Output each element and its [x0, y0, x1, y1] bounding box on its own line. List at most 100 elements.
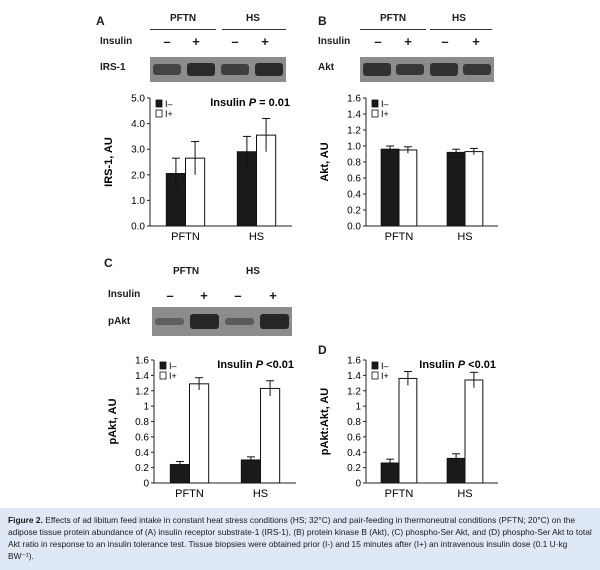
- insulin-sign-a-1: –: [163, 34, 171, 49]
- group-label-hs-b: HS: [452, 13, 466, 24]
- panel-letter-d: D: [318, 343, 327, 357]
- insulin-sign-c-4: +: [269, 288, 277, 303]
- bar: [464, 379, 484, 484]
- western-blot-irs1: [150, 57, 286, 82]
- y-tick-label: 4.0: [131, 119, 145, 130]
- figure-caption: Figure 2. Effects of ad libitum feed int…: [0, 508, 600, 570]
- blot-band-4: [463, 63, 492, 76]
- blot-band-4: [254, 62, 284, 77]
- y-axis-label: Akt, AU: [319, 142, 331, 181]
- y-tick-label: 0.6: [135, 432, 149, 443]
- x-tick-label: PFTN: [385, 488, 414, 500]
- caption-text: Effects of ad libitum feed intake in con…: [8, 515, 592, 561]
- group-label-pftn-b: PFTN: [379, 13, 407, 24]
- y-tick-label: 0.8: [347, 417, 361, 428]
- y-tick-label: 1.2: [347, 126, 361, 137]
- insulin-sign-a-2: +: [192, 34, 200, 49]
- y-tick-label: 0.2: [135, 463, 149, 474]
- group-label-pftn-a: PFTN: [169, 13, 197, 24]
- group-label-pftn-c: PFTN: [172, 266, 200, 277]
- group-rule-pftn-a: [150, 29, 216, 30]
- insulin-sign-b-4: +: [472, 34, 480, 49]
- bar: [380, 148, 400, 227]
- panel-letter-b: B: [318, 14, 327, 28]
- chart-d-pakt-akt-ratio: pAkt:Akt, AU 0 0.2 0.4 0.6 0.8 1 1.2 1.4 1.6 PFTN H…: [319, 356, 498, 500]
- y-axis-label: IRS-1, AU: [103, 137, 115, 187]
- blot-label-akt: Akt: [318, 62, 335, 73]
- y-tick-label: 0.6: [347, 174, 361, 185]
- y-tick-label: 0: [355, 479, 361, 490]
- y-tick-label: 5.0: [131, 94, 145, 105]
- x-tick-label: HS: [253, 488, 268, 500]
- y-tick-label: 0.2: [347, 463, 361, 474]
- legend-label: I+: [165, 109, 173, 119]
- y-tick-label: 0.2: [347, 206, 361, 217]
- y-tick-label: 0.8: [135, 417, 149, 428]
- legend-label: I+: [381, 371, 389, 381]
- legend-label: I–: [381, 99, 389, 109]
- legend-label: I–: [381, 361, 389, 371]
- insulin-sign-b-3: –: [441, 34, 449, 49]
- y-tick-label: 0.4: [347, 190, 361, 201]
- x-tick-label: HS: [457, 231, 472, 243]
- y-tick-label: 1: [355, 402, 361, 413]
- blot-band-1: [154, 318, 185, 325]
- insulin-sign-c-1: –: [166, 288, 174, 303]
- y-tick-label: 0.4: [347, 448, 361, 459]
- blot-band-2: [186, 62, 216, 77]
- legend-swatch: [159, 361, 167, 370]
- insulin-row-label-c: Insulin: [108, 289, 141, 300]
- blot-band-1: [152, 64, 182, 75]
- y-tick-label: 1.6: [347, 94, 361, 105]
- y-tick-label: 1.6: [135, 356, 149, 367]
- legend-swatch: [371, 109, 379, 118]
- legend-swatch: [371, 371, 379, 380]
- significance-annotation: Insulin P <0.01: [419, 359, 496, 371]
- group-rule-hs-b: [430, 29, 492, 30]
- blot-band-3: [220, 64, 250, 75]
- bar: [260, 387, 281, 484]
- insulin-sign-b-1: –: [374, 34, 382, 49]
- insulin-sign-a-3: –: [231, 34, 239, 49]
- y-tick-label: 1.2: [135, 386, 149, 397]
- insulin-row-label-b: Insulin: [318, 36, 351, 47]
- legend-swatch: [371, 361, 379, 370]
- blot-label-pakt: pAkt: [108, 316, 131, 327]
- y-tick-label: 2.0: [131, 170, 145, 181]
- insulin-sign-c-2: +: [200, 288, 208, 303]
- y-tick-label: 3.0: [131, 145, 145, 156]
- legend-label: I–: [165, 99, 173, 109]
- y-tick-label: 0.0: [131, 222, 145, 233]
- y-tick-label: 1.4: [135, 371, 149, 382]
- insulin-sign-b-2: +: [404, 34, 412, 49]
- y-tick-label: 1.4: [347, 110, 361, 121]
- x-tick-label: PFTN: [171, 231, 200, 243]
- insulin-sign-c-3: –: [234, 288, 242, 303]
- y-tick-label: 1.0: [131, 196, 145, 207]
- legend-swatch: [371, 99, 379, 108]
- panel-letter-a: A: [96, 14, 105, 28]
- y-tick-label: 1: [143, 402, 149, 413]
- x-tick-label: PFTN: [385, 231, 414, 243]
- y-axis-label: pAkt, AU: [107, 398, 119, 444]
- group-label-hs-a: HS: [246, 13, 260, 24]
- y-tick-label: 1.4: [347, 371, 361, 382]
- y-tick-label: 1.2: [347, 386, 361, 397]
- blot-band-4: [259, 313, 290, 330]
- y-axis-label: pAkt:Akt, AU: [319, 388, 331, 455]
- chart-a-irs1: IRS-1, AU 0.0 1.0 2.0 3.0 4.0 5.0 PFTN HS I–I+ Ins…: [103, 94, 292, 243]
- blot-band-3: [429, 63, 458, 76]
- x-tick-label: PFTN: [175, 488, 204, 500]
- bar: [398, 377, 418, 484]
- blot-band-2: [189, 313, 220, 330]
- chart-b-akt: Akt, AU 0.0 0.2 0.4 0.6 0.8 1.0 1.2 1.4 1.6 PFTN HS…: [319, 94, 498, 243]
- blot-band-3: [224, 317, 255, 326]
- western-blot-akt: [360, 57, 494, 82]
- legend-swatch: [155, 109, 163, 118]
- y-tick-label: 1.0: [347, 142, 361, 153]
- blot-band-2: [396, 63, 425, 76]
- western-blot-pakt: [152, 307, 292, 336]
- legend-label: I+: [381, 109, 389, 119]
- legend-label: I+: [169, 371, 177, 381]
